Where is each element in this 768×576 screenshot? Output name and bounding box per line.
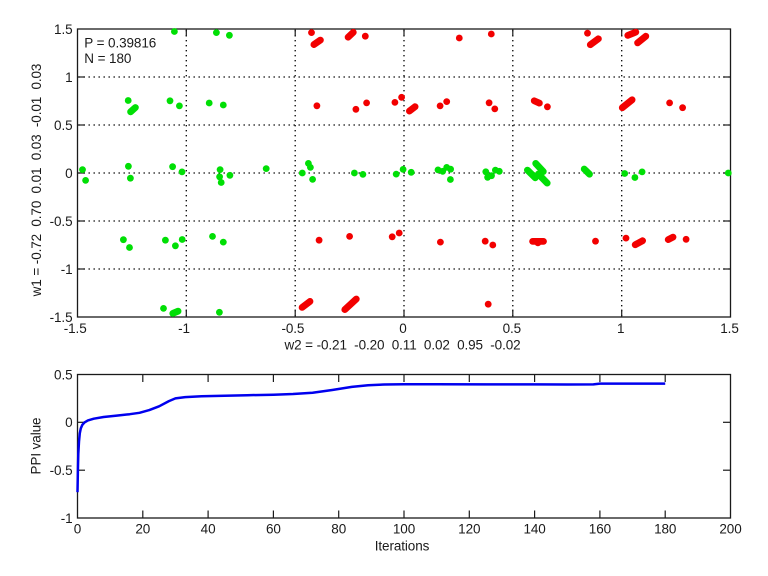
svg-text:-1: -1: [178, 321, 190, 336]
svg-text:200: 200: [719, 522, 741, 537]
svg-text:1: 1: [65, 70, 72, 85]
svg-text:N = 180: N = 180: [84, 51, 131, 66]
svg-text:1.5: 1.5: [54, 22, 72, 37]
svg-text:80: 80: [331, 522, 346, 537]
svg-text:PPI value: PPI value: [29, 418, 44, 475]
svg-text:180: 180: [654, 522, 676, 537]
svg-text:w2 = -0.21 -0.20 0.11 0.02: w2 = -0.21 -0.20 0.11 0.02 0.95 -0.02: [283, 338, 520, 353]
svg-text:0.5: 0.5: [54, 367, 72, 382]
svg-text:Iterations: Iterations: [375, 539, 430, 554]
svg-text:0: 0: [74, 522, 81, 537]
svg-text:0.5: 0.5: [54, 118, 72, 133]
svg-text:40: 40: [201, 522, 216, 537]
svg-text:1: 1: [617, 321, 624, 336]
svg-text:160: 160: [589, 522, 611, 537]
svg-text:-1.5: -1.5: [50, 310, 73, 325]
svg-text:140: 140: [523, 522, 545, 537]
svg-text:0: 0: [399, 321, 406, 336]
svg-text:-1: -1: [61, 262, 73, 277]
svg-text:0: 0: [65, 166, 72, 181]
svg-text:-1.5: -1.5: [64, 321, 87, 336]
svg-text:1.5: 1.5: [720, 321, 738, 336]
svg-text:P = 0.39816: P = 0.39816: [84, 36, 156, 51]
svg-text:w1 = -0.72 0.70 0.01 0.03: w1 = -0.72 0.70 0.01 0.03 -0.01 0.03: [29, 64, 44, 298]
svg-text:20: 20: [135, 522, 150, 537]
svg-text:-1: -1: [61, 511, 73, 526]
svg-text:120: 120: [458, 522, 480, 537]
svg-text:0.5: 0.5: [503, 321, 521, 336]
svg-text:60: 60: [266, 522, 281, 537]
svg-text:-0.5: -0.5: [50, 463, 73, 478]
svg-text:-0.5: -0.5: [50, 214, 73, 229]
svg-text:100: 100: [393, 522, 415, 537]
svg-text:-0.5: -0.5: [281, 321, 304, 336]
svg-text:0: 0: [65, 415, 72, 430]
